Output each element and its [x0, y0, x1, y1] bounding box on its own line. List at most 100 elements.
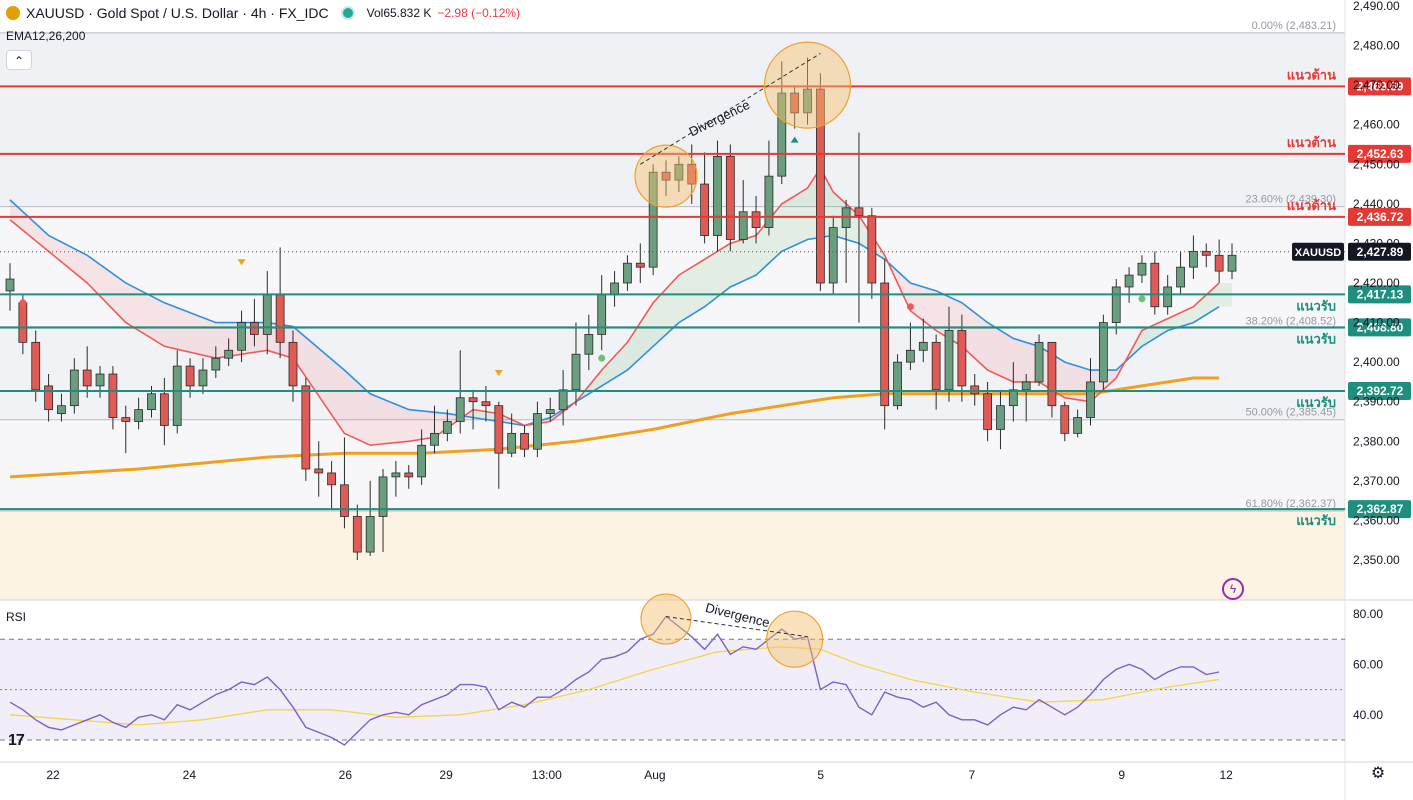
- candle-body: [1201, 250, 1211, 256]
- candle-body: [108, 373, 118, 418]
- support-resistance-lines[interactable]: แนวต้าน 2,469.69 แนวต้าน 2,452.63 แนวต้าน 2,4…: [0, 67, 1411, 528]
- ema-ribbon: [653, 288, 667, 347]
- candle: [237, 310, 246, 363]
- candle-body: [507, 432, 517, 454]
- candle: [867, 207, 877, 299]
- candle: [57, 393, 66, 422]
- ema-ribbon: [344, 370, 358, 440]
- level-price-tag: [1348, 318, 1411, 337]
- candle: [520, 425, 529, 458]
- candle: [931, 334, 941, 410]
- candle: [700, 152, 709, 244]
- candle: [713, 140, 722, 252]
- candle: [468, 389, 478, 430]
- candle: [970, 374, 980, 406]
- ema-ribbon: [370, 393, 384, 446]
- price-tick-label: 2,410.00: [1353, 316, 1400, 330]
- ema-ribbon: [473, 409, 486, 420]
- signal-dot: [1138, 295, 1146, 303]
- candle: [533, 401, 542, 458]
- candle-body: [931, 341, 941, 391]
- candle: [5, 263, 15, 311]
- candle-body: [378, 476, 388, 517]
- ema-ribbon: [383, 399, 396, 444]
- fib-label: 50.00% (2,385.45): [1245, 407, 1336, 419]
- candle: [340, 437, 349, 529]
- candle-body: [1086, 381, 1095, 418]
- candle-body: [301, 385, 311, 470]
- candle: [69, 358, 79, 414]
- candle: [803, 57, 812, 125]
- candle: [404, 465, 414, 489]
- candle-body: [391, 472, 401, 478]
- indicator-label[interactable]: EMA12,26,200: [6, 29, 86, 43]
- candle-body: [725, 155, 735, 240]
- fib-label: 61.80% (2,362.37): [1245, 498, 1336, 510]
- time-tick-label: Aug: [644, 768, 665, 782]
- rsi-label[interactable]: RSI: [6, 610, 27, 624]
- gear-icon[interactable]: ⚙: [1370, 765, 1386, 782]
- collapse-indicators-button[interactable]: ⌃: [6, 50, 32, 70]
- candle-body: [764, 175, 774, 229]
- ema-ribbon: [151, 296, 165, 347]
- candle-body: [417, 444, 427, 478]
- price-tick-label: 2,450.00: [1353, 157, 1400, 171]
- fib-label: 38.20% (2,408.52): [1245, 315, 1336, 327]
- ema-ribbon: [1000, 330, 1014, 382]
- level-price-tag: [1348, 144, 1411, 163]
- candle-body: [815, 88, 825, 284]
- candle: [378, 468, 388, 553]
- symbol-header[interactable]: XAUUSD · Gold Spot / U.S. Dollar · 4h · …: [6, 4, 520, 22]
- volume-label: Vol: [366, 6, 384, 20]
- candle-body: [481, 401, 491, 407]
- candle: [224, 338, 234, 367]
- tradingview-logo-icon[interactable]: 17: [8, 732, 25, 749]
- lightning-icon[interactable]: ϟ: [1222, 578, 1244, 600]
- candle-body: [352, 516, 362, 553]
- candle: [635, 243, 645, 283]
- candle-body: [700, 183, 709, 236]
- candle: [211, 346, 221, 378]
- rsi-highlight-circle: [766, 610, 824, 668]
- ema-ribbon: [434, 412, 448, 438]
- level-price-text: 2,452.63: [1357, 147, 1404, 161]
- signal-marker: [237, 259, 246, 266]
- ema-ribbon: [100, 264, 113, 310]
- candle: [996, 389, 1005, 450]
- resistance-label: แนวต้าน: [1287, 135, 1336, 150]
- ema-ribbon: [640, 302, 654, 359]
- symbol-title[interactable]: XAUUSD · Gold Spot / U.S. Dollar · 4h · …: [26, 5, 329, 21]
- ema-ribbon: [48, 235, 62, 262]
- candle-body: [635, 262, 645, 268]
- candle: [623, 255, 632, 291]
- fib-label: 23.60% (2,439.30): [1245, 194, 1336, 206]
- candle-body: [1034, 341, 1044, 383]
- time-tick-label: 22: [46, 768, 60, 782]
- ema-ribbon: [923, 286, 937, 331]
- current-price-tag: [1348, 242, 1411, 261]
- fibonacci-bands: 0.00% (2,483.21) 23.60% (2,439.30) 38.20% …: [0, 20, 1345, 600]
- ema-ribbon: [164, 302, 178, 350]
- candle: [584, 314, 594, 371]
- candle: [790, 85, 800, 129]
- candle-body: [777, 92, 787, 177]
- candle-body: [803, 88, 812, 114]
- candle-body: [661, 171, 671, 181]
- fib-band: [0, 511, 1345, 600]
- level-price-text: 2,417.13: [1357, 287, 1404, 301]
- candle-body: [211, 357, 221, 371]
- candle: [545, 397, 555, 422]
- price-tick-label: 2,370.00: [1353, 474, 1400, 488]
- candle-body: [957, 330, 967, 387]
- ema-ribbon: [61, 242, 75, 273]
- current-price-text: 2,427.89: [1357, 245, 1404, 259]
- candle: [725, 144, 735, 252]
- rsi-tick-label: 60.00: [1353, 657, 1383, 671]
- price-tick-label: 2,430.00: [1353, 236, 1400, 250]
- ema-ribbon: [1013, 338, 1027, 382]
- candle: [674, 156, 684, 192]
- candle-body: [340, 484, 349, 517]
- ema-ribbon: [357, 381, 371, 446]
- candle-body: [918, 341, 928, 351]
